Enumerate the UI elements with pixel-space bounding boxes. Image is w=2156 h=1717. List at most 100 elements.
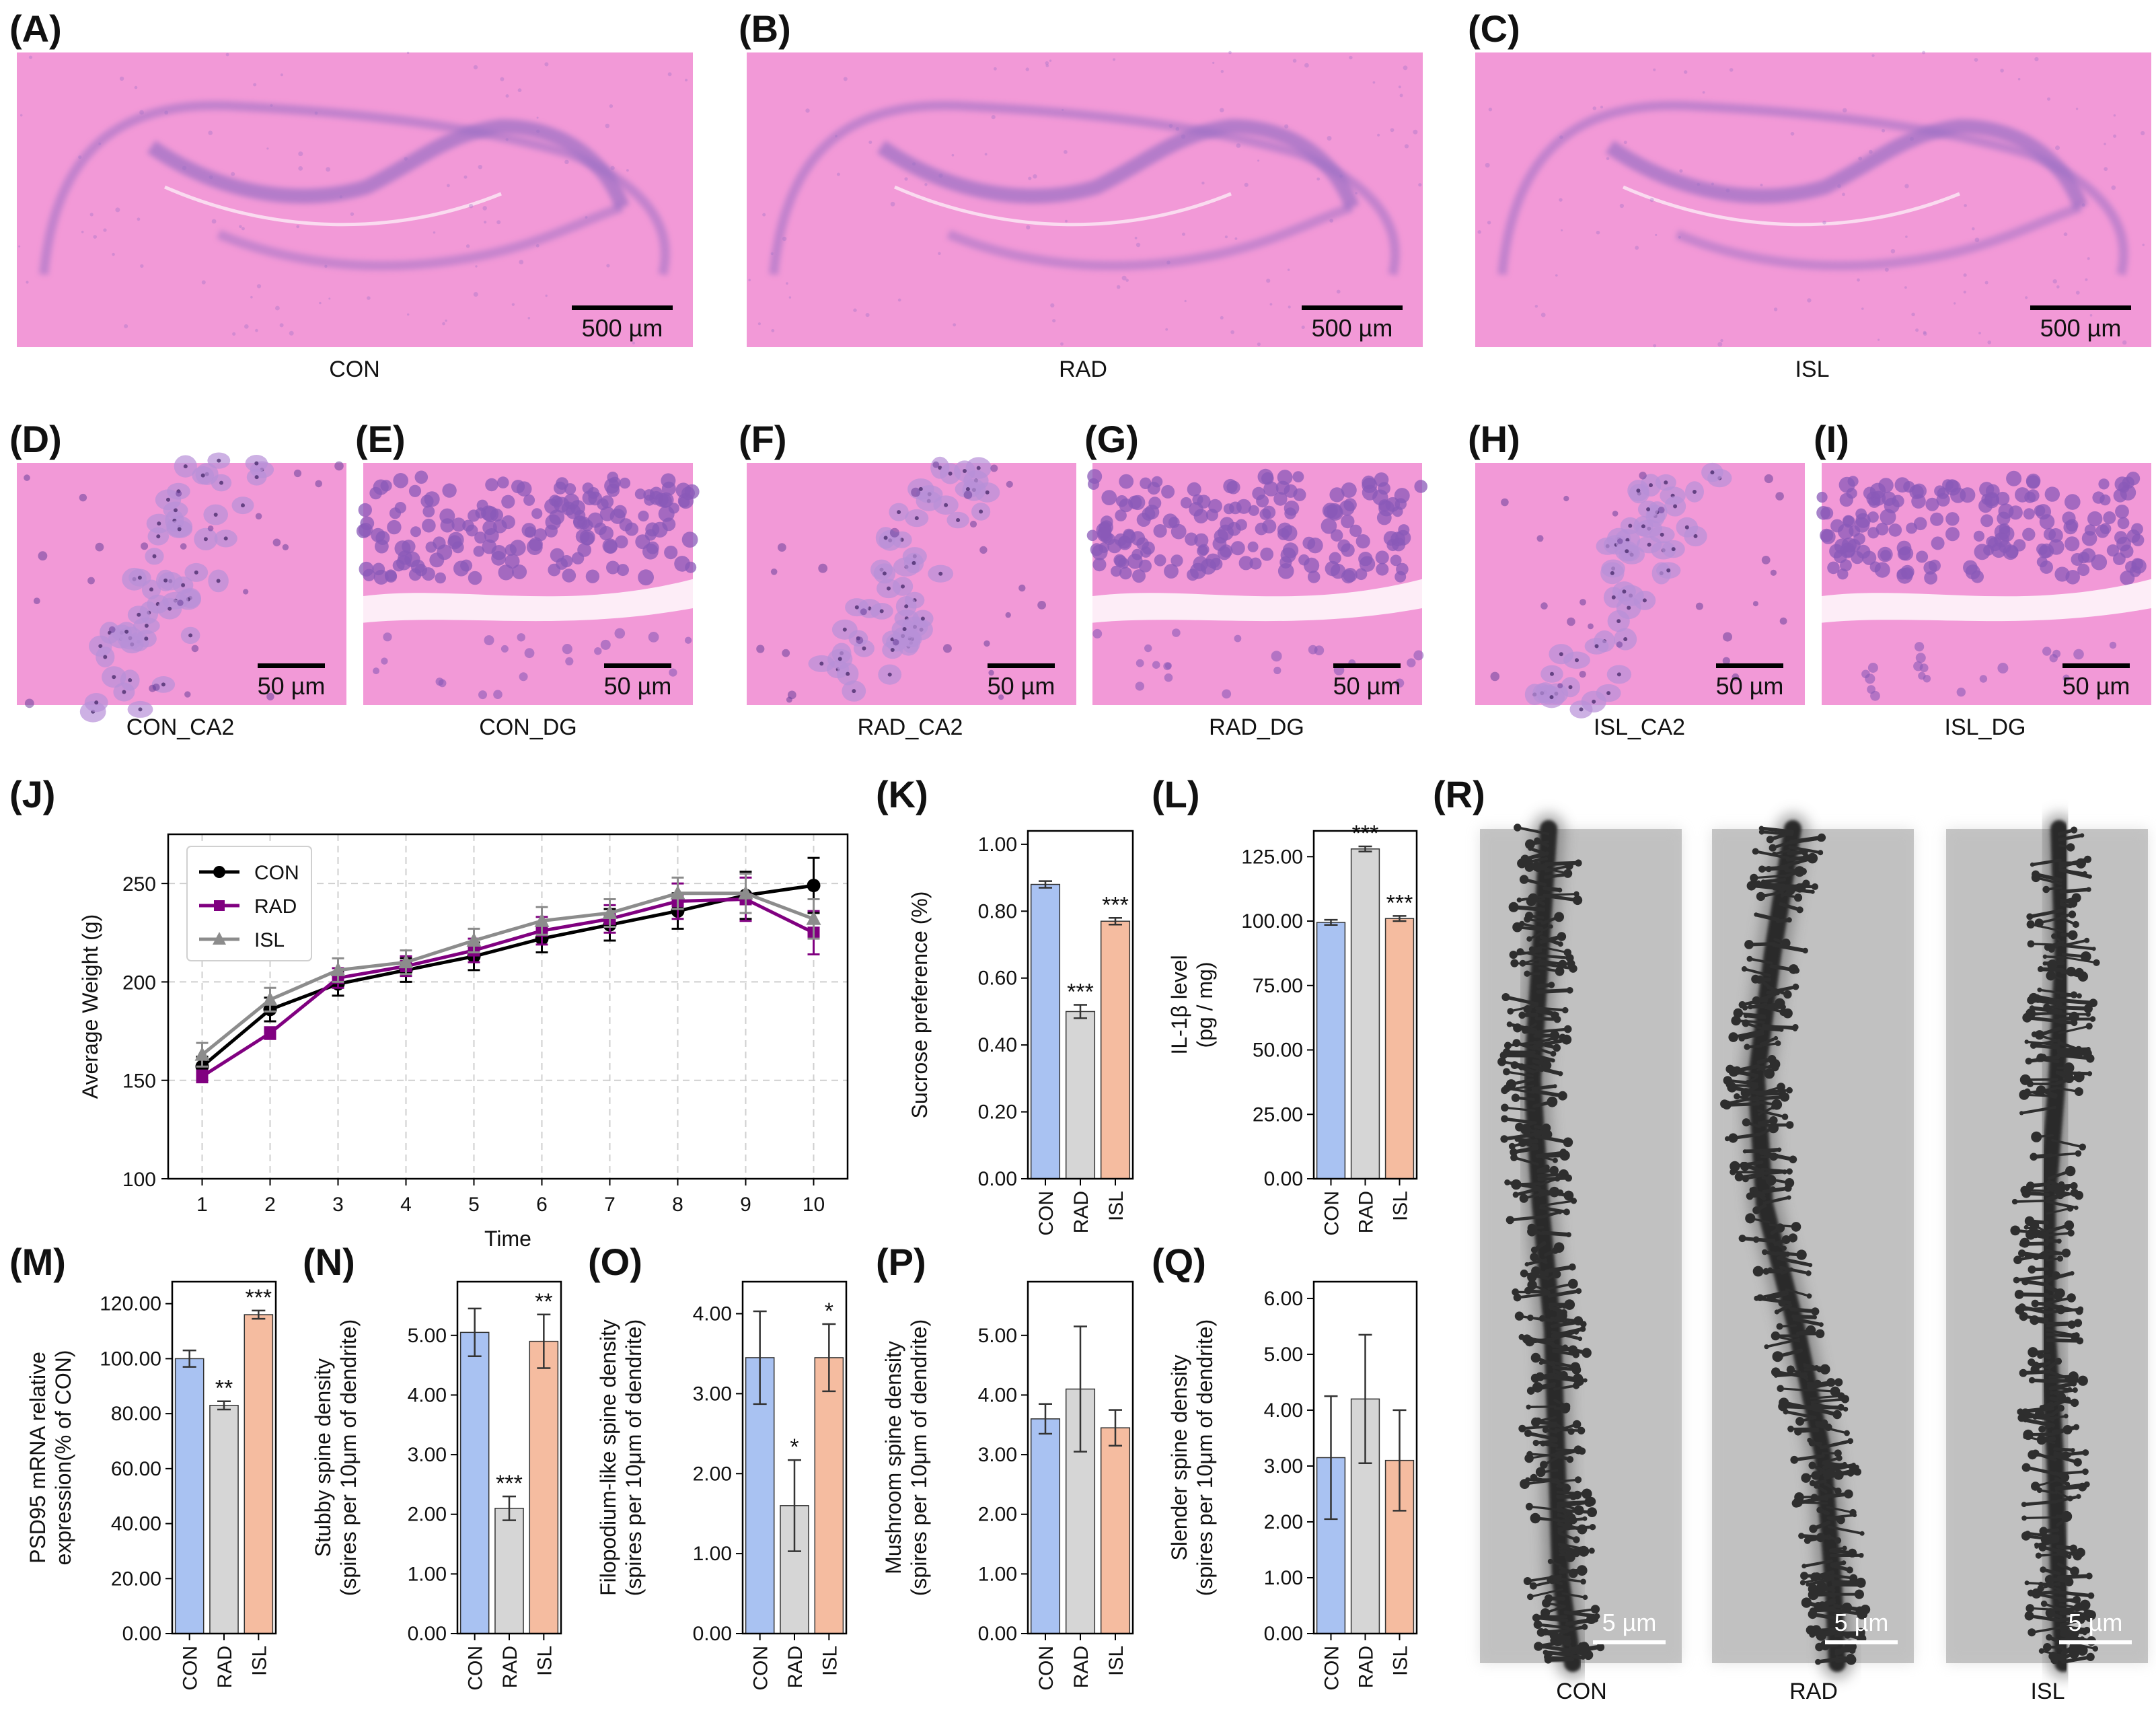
spine-head: [1720, 1099, 1730, 1109]
scattered-cell: [1997, 663, 2009, 673]
spine-head: [1801, 1564, 1807, 1569]
spine-head: [1531, 1417, 1540, 1427]
spine-head: [2075, 858, 2086, 869]
spine-head: [1810, 889, 1815, 894]
granule-cell: [356, 523, 371, 539]
he-overview-con-image: 500 µm: [17, 51, 693, 347]
spine-head: [2082, 1606, 2088, 1611]
granule-cell: [1341, 514, 1355, 529]
cell-speckle: [93, 235, 97, 239]
cell-speckle: [1678, 235, 1681, 239]
dendritic-spine: [1556, 1478, 1579, 1483]
cell-speckle: [433, 231, 436, 234]
cell-speckle: [1228, 50, 1232, 54]
spine-head: [2021, 1278, 2030, 1286]
cell-speckle: [1182, 232, 1185, 236]
spine-head: [1562, 1007, 1569, 1014]
glial-cell: [207, 525, 214, 532]
granule-cell: [2099, 523, 2112, 534]
glial-cell: [1761, 556, 1771, 564]
spine-head: [1742, 1149, 1747, 1154]
spine-head: [1837, 1403, 1845, 1411]
glial-cell: [1732, 673, 1740, 681]
granule-cell: [2126, 472, 2141, 486]
slender-bar-chart: CON RAD ISL0.001.002.003.004.005.006.00Sle…: [1167, 1280, 1418, 1691]
dendritic-spine: [1543, 1650, 1573, 1657]
dendritic-spine: [1759, 826, 1794, 834]
scattered-cell: [648, 632, 659, 643]
spine-head: [1540, 1461, 1548, 1469]
dendritic-spine: [1551, 1327, 1585, 1338]
granule-cell: [554, 481, 567, 495]
bar-isl: [244, 1314, 274, 1634]
granule-cell: [482, 520, 497, 536]
cell-speckle: [266, 147, 269, 150]
granule-cell: [393, 473, 408, 488]
sucrose-bar-chart: CON***RAD***ISL0.000.200.400.600.801.00S…: [907, 830, 1134, 1236]
data-point: [602, 905, 618, 920]
granule-cell: [1273, 492, 1288, 506]
cell-speckle: [280, 73, 283, 77]
dendritic-spine: [1536, 1155, 1557, 1162]
dendritic-spine: [1744, 1014, 1767, 1019]
spine-head: [2057, 1393, 2066, 1401]
spine-head: [1849, 1508, 1857, 1517]
spine-head: [1561, 1303, 1567, 1309]
granule-cell: [614, 505, 627, 519]
spine-head: [1542, 1628, 1549, 1636]
spine-head: [2074, 1205, 2079, 1210]
bar-con: [174, 1358, 205, 1634]
cell-speckle: [447, 184, 450, 188]
mushroom-bar-chart: CON RAD ISL0.001.002.003.004.005.00Mushroo…: [881, 1280, 1134, 1691]
spine-head: [2069, 1648, 2079, 1659]
dendritic-spine: [1503, 995, 1539, 1006]
cell-speckle: [1822, 221, 1826, 225]
legend-label: CON: [254, 862, 299, 884]
glial-cell: [1501, 498, 1509, 507]
cell-speckle: [134, 85, 138, 89]
dendritic-spine: [1762, 1186, 1790, 1194]
y-tick-label: 5.00: [408, 1325, 447, 1347]
granule-cell: [2023, 508, 2035, 520]
cell-speckle: [1915, 328, 1919, 332]
nucleolus: [216, 579, 221, 583]
spine-head: [2030, 1043, 2035, 1048]
spine-head: [1526, 1404, 1531, 1410]
dendritic-spine: [2032, 1044, 2060, 1050]
granule-cell: [439, 508, 455, 524]
spine-head: [1843, 1406, 1849, 1412]
spine-head: [1577, 1336, 1583, 1342]
cell-speckle: [2104, 167, 2108, 172]
dendritic-spine: [2045, 1249, 2067, 1255]
granule-cell: [1965, 564, 1980, 580]
cell-speckle: [2000, 69, 2004, 73]
nucleolus: [985, 490, 990, 495]
spine-head: [1793, 967, 1800, 974]
spine-head: [1510, 959, 1519, 967]
spine-head: [1847, 1438, 1854, 1445]
glial-cell: [818, 563, 828, 573]
y-axis-label-line: (spires per 10μm of dendrite): [907, 1319, 931, 1597]
dendritic-spine: [2022, 1500, 2058, 1506]
spine-head: [1723, 1076, 1732, 1085]
granule-cell: [468, 509, 480, 522]
spine-head: [1553, 1012, 1559, 1018]
spine-head: [1504, 1179, 1511, 1185]
spine-head: [1530, 863, 1535, 869]
dendritic-spine: [2034, 872, 2063, 882]
x-tick-label: 3: [332, 1194, 344, 1216]
spine-head: [1563, 1402, 1571, 1410]
cell-speckle: [1717, 342, 1723, 347]
cell-speckle: [1773, 307, 1778, 312]
spine-head: [2068, 910, 2077, 918]
y-tick-label: 0.20: [978, 1101, 1017, 1124]
glial-cell: [998, 694, 1004, 700]
granule-cell: [1210, 558, 1223, 571]
nucleolus: [890, 648, 895, 652]
spine-head: [1756, 1294, 1764, 1302]
spine-head: [1519, 959, 1526, 967]
granule-cell: [516, 481, 532, 497]
spine-head: [1576, 1565, 1588, 1576]
spine-head: [2076, 1337, 2084, 1345]
spine-head: [2046, 1634, 2052, 1641]
